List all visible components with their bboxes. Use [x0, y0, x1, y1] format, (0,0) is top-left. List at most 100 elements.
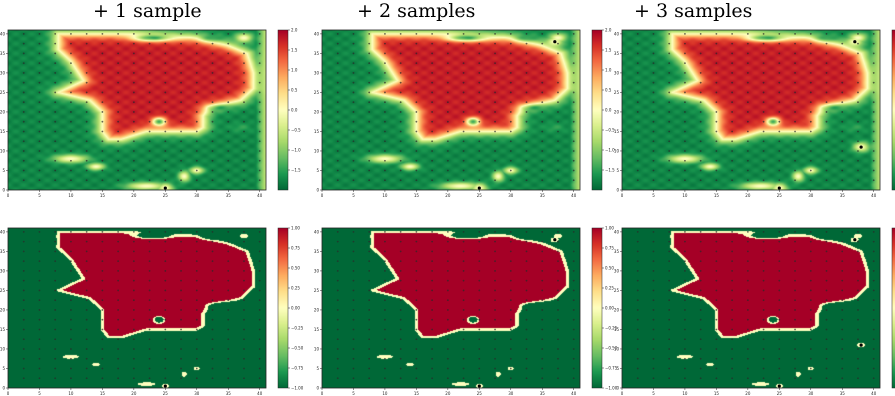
sample-point — [384, 289, 386, 292]
sample-point — [22, 289, 25, 292]
sample-point — [399, 140, 402, 143]
x-tick-label: 5 — [38, 391, 41, 396]
y-tick-label: 20 — [614, 109, 620, 114]
sample-point — [478, 348, 481, 350]
sample-point — [809, 91, 812, 94]
sample-point — [857, 169, 859, 172]
sample-point — [636, 250, 639, 253]
sample-point — [825, 120, 828, 123]
sample-point — [22, 348, 25, 350]
sample-point — [841, 72, 844, 74]
sample-point — [541, 81, 544, 84]
y-tick-label: 25 — [614, 90, 620, 95]
sample-point — [872, 289, 875, 292]
sample-point — [195, 338, 198, 341]
sample-point — [478, 150, 481, 152]
sample-point — [541, 260, 544, 263]
sample-point — [54, 260, 57, 263]
sample-point — [509, 357, 512, 360]
sample-point — [636, 309, 639, 311]
colorbar-tick-label: −1.0 — [605, 147, 615, 152]
sample-point — [731, 289, 734, 292]
y-tick-label: 35 — [614, 51, 620, 56]
sample-point — [384, 81, 386, 84]
sample-point — [841, 150, 844, 152]
colorbar-tick-label: −1.00 — [605, 385, 618, 390]
x-tick-label: 25 — [477, 391, 483, 396]
sample-point — [446, 318, 449, 321]
sample-point — [117, 150, 120, 152]
sample-point — [384, 62, 386, 65]
sample-point — [857, 299, 859, 302]
sample-point — [85, 270, 88, 272]
sample-point — [22, 328, 25, 331]
sample-point — [541, 250, 544, 253]
x-tick-label: 25 — [163, 391, 169, 396]
sample-point — [494, 367, 496, 370]
sample-point — [572, 42, 575, 45]
sample-point — [636, 357, 639, 360]
sample-point — [211, 169, 214, 172]
sample-point — [462, 240, 465, 243]
sample-point — [352, 250, 355, 253]
sample-point — [336, 240, 339, 243]
sample-point — [368, 338, 371, 341]
sample-point — [336, 299, 339, 302]
y-tick-label: 25 — [314, 90, 320, 95]
sample-point — [478, 309, 481, 311]
sample-point — [54, 289, 57, 292]
y-tick-label: 40 — [0, 31, 5, 36]
sample-point — [872, 159, 875, 162]
sample-point — [684, 357, 686, 360]
sample-point — [243, 279, 245, 282]
x-tick-label: 5 — [652, 391, 655, 396]
sample-point — [872, 367, 875, 370]
sample-point — [180, 81, 182, 84]
sample-point — [557, 328, 559, 331]
sample-point — [557, 250, 559, 253]
sample-point — [494, 62, 496, 65]
sample-point — [746, 279, 749, 282]
sample-point — [478, 101, 481, 104]
sample-point — [699, 101, 702, 104]
sample-point — [211, 318, 214, 321]
sample-point — [446, 120, 449, 123]
sample-point — [195, 159, 198, 162]
sample-point — [227, 240, 230, 243]
sample-point — [384, 140, 386, 143]
sample-point — [384, 52, 386, 55]
sample-point — [668, 62, 671, 65]
sample-point — [227, 179, 230, 182]
sample-point — [243, 289, 245, 292]
sample-point — [778, 111, 781, 113]
sample-point — [446, 231, 449, 233]
sample-point — [368, 299, 371, 302]
sample-point — [525, 33, 528, 35]
sample-point — [857, 289, 859, 292]
sample-point — [652, 101, 655, 104]
sample-point — [572, 309, 575, 311]
y-tick-label: 25 — [314, 288, 320, 293]
sample-point — [211, 81, 214, 84]
sample-point — [148, 348, 151, 350]
sample-point — [38, 179, 41, 182]
sample-point — [101, 250, 104, 253]
sample-point — [494, 91, 496, 94]
sample-point — [652, 260, 655, 263]
sample-point — [857, 179, 859, 182]
sample-point — [636, 231, 639, 233]
sample-point — [164, 42, 167, 45]
sample-point — [794, 299, 796, 302]
sample-point — [794, 72, 796, 74]
sample-point — [494, 338, 496, 341]
sample-point — [243, 270, 245, 272]
sample-point — [101, 377, 104, 380]
sample-point — [509, 279, 512, 282]
sample-point — [699, 240, 702, 243]
sample-point — [22, 159, 25, 162]
sample-point — [478, 231, 481, 233]
added-sample-point — [777, 186, 781, 190]
sample-point — [164, 279, 167, 282]
colorbar-tick-label: 1.0 — [291, 67, 298, 72]
